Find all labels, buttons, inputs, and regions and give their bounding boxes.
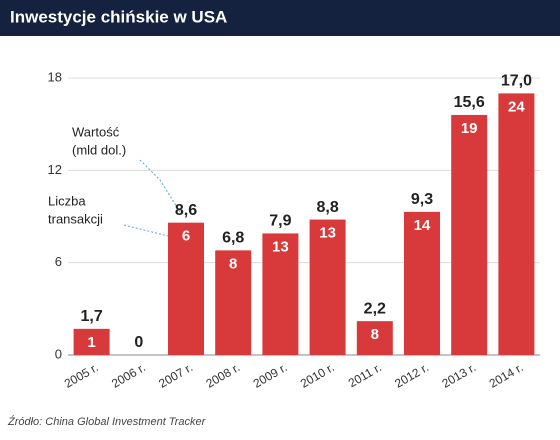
count-label: 1 [87, 334, 95, 351]
count-label: 24 [508, 98, 525, 115]
bar [215, 250, 252, 355]
bar [498, 93, 535, 355]
value-label: 2,2 [364, 300, 386, 317]
annotation: Liczba [48, 193, 86, 208]
x-tick-label: 2013 r. [440, 360, 479, 390]
value-label: 17,0 [501, 73, 532, 90]
value-label: 1,7 [80, 308, 102, 325]
y-tick-label: 6 [55, 254, 62, 269]
annotation: Wartość [72, 124, 120, 139]
x-tick-label: 2006 r. [109, 360, 148, 390]
annotation: transakcji [48, 211, 103, 226]
x-tick-label: 2009 r. [251, 360, 290, 390]
bar [356, 321, 393, 355]
bar [262, 233, 299, 355]
value-label: 7,9 [269, 213, 291, 230]
count-label: 19 [461, 120, 478, 137]
x-tick-label: 2007 r. [156, 360, 195, 390]
x-tick-label: 2010 r. [298, 360, 337, 390]
y-tick-label: 12 [48, 162, 62, 177]
value-label: 8,6 [175, 202, 197, 219]
chart-title: Inwestycje chińskie w USA [10, 7, 227, 26]
count-label: 8 [371, 326, 379, 343]
y-tick-label: 18 [48, 69, 62, 84]
count-label: 13 [272, 238, 289, 255]
x-tick-label: 2014 r. [487, 360, 526, 390]
annotation: (mld dol.) [72, 142, 126, 157]
bar [451, 114, 488, 355]
x-tick-label: 2005 r. [62, 360, 101, 390]
count-label: 6 [182, 228, 190, 245]
count-label: 8 [229, 255, 237, 272]
count-label: 13 [319, 225, 336, 242]
count-label: 14 [414, 217, 431, 234]
x-tick-label: 2008 r. [204, 360, 243, 390]
y-tick-label: 0 [55, 346, 62, 361]
value-label: 6,8 [222, 230, 244, 247]
value-label: 8,8 [316, 199, 338, 216]
value-label: 15,6 [454, 94, 485, 111]
bar [168, 222, 204, 355]
bar [404, 211, 440, 355]
x-tick-label: 2012 r. [392, 360, 431, 390]
header-bar [0, 0, 560, 36]
bar [73, 328, 110, 355]
value-label: 0 [134, 334, 143, 351]
annotation-leader [139, 159, 181, 213]
annotation-leader [123, 224, 173, 238]
x-tick-label: 2011 r. [346, 360, 384, 390]
value-label: 9,3 [411, 191, 433, 208]
bar [309, 219, 346, 355]
source-note: Źródło: China Global Investment Tracker [7, 415, 207, 428]
